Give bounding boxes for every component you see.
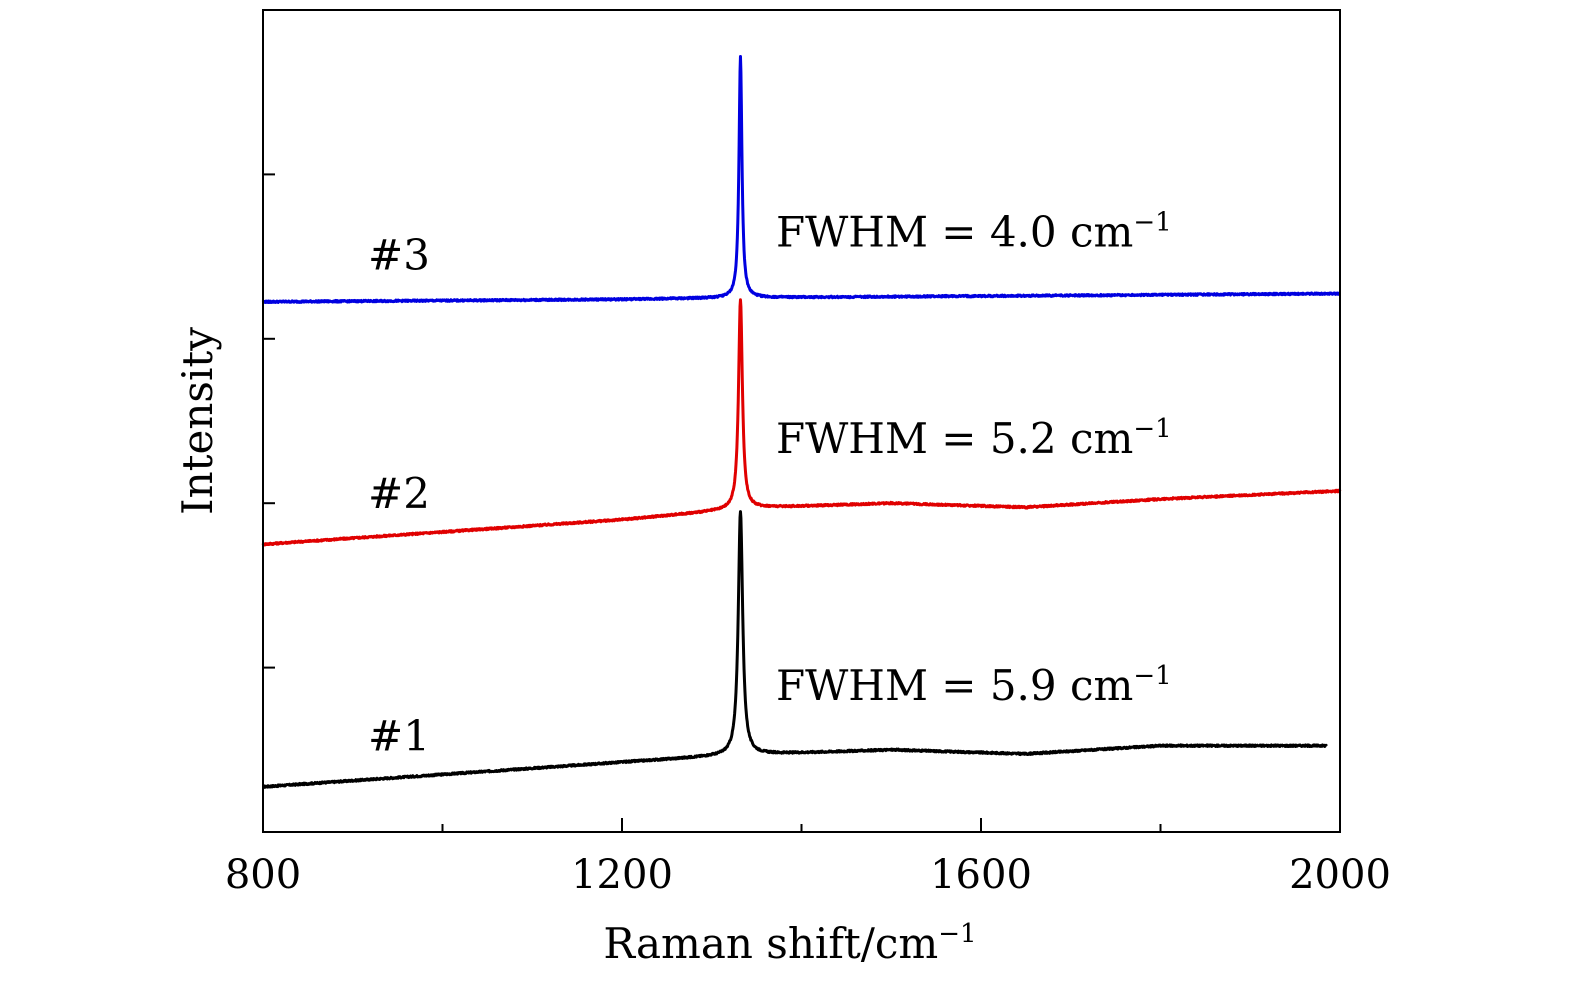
series-line-1 bbox=[261, 510, 1328, 789]
x-tick-label: 800 bbox=[225, 852, 301, 898]
fwhm-annotation-1: FWHM = 5.9 cm−1 bbox=[776, 661, 1172, 710]
x-tick-label: 2000 bbox=[1289, 852, 1391, 898]
annotations: #1 FWHM = 5.9 cm−1 #2 FWHM = 5.2 cm−1 #3 FWHM… bbox=[368, 208, 1172, 761]
axis-ticks bbox=[262, 173, 1341, 832]
y-axis-title: Intensity bbox=[173, 327, 222, 515]
x-axis-title: Raman shift/cm−1 bbox=[603, 919, 976, 968]
series-label-3: #3 bbox=[368, 230, 430, 279]
series-line-2 bbox=[261, 298, 1342, 547]
fwhm-annotation-2: FWHM = 5.2 cm−1 bbox=[776, 414, 1172, 463]
x-tick-label: 1200 bbox=[571, 852, 673, 898]
series-line-3 bbox=[261, 54, 1342, 305]
fwhm-annotation-3: FWHM = 4.0 cm−1 bbox=[776, 208, 1172, 257]
x-tick-label: 1600 bbox=[930, 852, 1032, 898]
series-label-2: #2 bbox=[368, 469, 430, 518]
plot-lines bbox=[261, 54, 1342, 789]
x-tick-labels: 800 1200 1600 2000 bbox=[225, 852, 1391, 898]
series-label-1: #1 bbox=[368, 711, 430, 760]
